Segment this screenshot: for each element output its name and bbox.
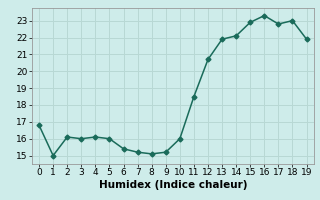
X-axis label: Humidex (Indice chaleur): Humidex (Indice chaleur) xyxy=(99,180,247,190)
